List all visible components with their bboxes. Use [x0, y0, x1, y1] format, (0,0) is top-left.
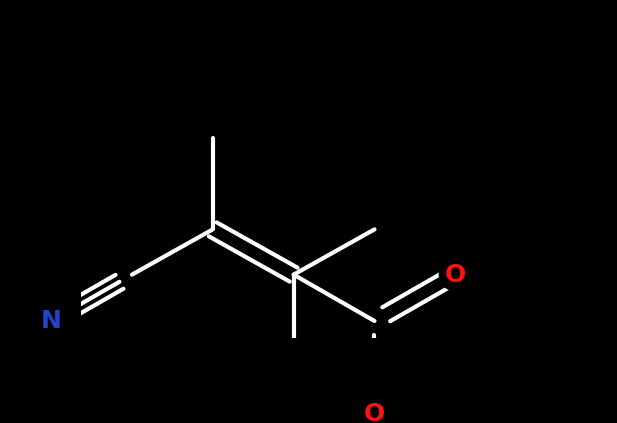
Text: N: N [41, 309, 62, 333]
Circle shape [439, 259, 471, 291]
Text: O: O [445, 263, 466, 287]
Circle shape [35, 305, 67, 337]
Circle shape [358, 398, 391, 423]
Text: O: O [364, 402, 385, 423]
